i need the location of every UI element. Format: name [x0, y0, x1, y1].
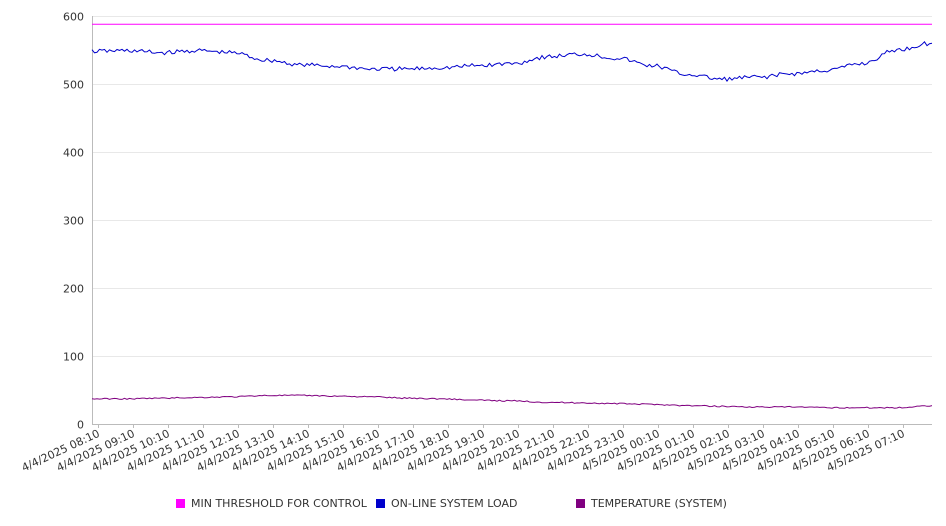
y-tick-label-200: 200	[63, 283, 84, 296]
series-line-on-line-system-load	[91, 41, 933, 82]
y-tick-label-0: 0	[77, 419, 84, 432]
legend-item-system-load: ON-LINE SYSTEM LOAD	[376, 497, 517, 510]
y-tick-label-300: 300	[63, 215, 84, 228]
x-tick-labels: 4/4/2025 08:104/4/2025 09:104/4/2025 10:…	[20, 427, 907, 475]
legend-item-temperature: TEMPERATURE (SYSTEM)	[576, 497, 727, 510]
y-tick-label-500: 500	[63, 79, 84, 92]
y-tick-label-600: 600	[63, 11, 84, 24]
legend-item-min-threshold: MIN THRESHOLD FOR CONTROL	[176, 497, 367, 510]
legend-swatch-system-load	[376, 499, 385, 508]
legend-label-temperature: TEMPERATURE (SYSTEM)	[591, 497, 727, 510]
legend-swatch-temperature	[576, 499, 585, 508]
series-lines	[91, 23, 933, 409]
y-tick-label-100: 100	[63, 351, 84, 364]
legend-label-min-threshold: MIN THRESHOLD FOR CONTROL	[191, 497, 367, 510]
axes	[92, 16, 932, 428]
legend: MIN THRESHOLD FOR CONTROL ON-LINE SYSTEM…	[0, 497, 946, 515]
legend-label-system-load: ON-LINE SYSTEM LOAD	[391, 497, 518, 510]
series-line-temperature-system	[91, 394, 933, 409]
legend-swatch-min-threshold	[176, 499, 185, 508]
y-tick-labels: 0 100 200 300 400 500 600	[63, 11, 84, 432]
y-tick-label-400: 400	[63, 147, 84, 160]
grid-lines	[92, 16, 932, 357]
